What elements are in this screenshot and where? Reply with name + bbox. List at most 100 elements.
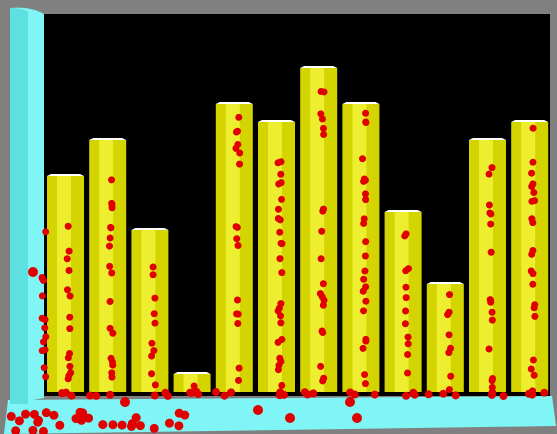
ball <box>28 267 38 277</box>
ball <box>151 391 159 399</box>
ball <box>529 281 536 288</box>
ball <box>529 159 536 166</box>
ball <box>530 125 537 132</box>
ball <box>151 310 158 317</box>
ball <box>405 340 412 347</box>
bar-top <box>216 102 253 104</box>
ball <box>530 189 537 196</box>
bar-top <box>131 228 168 230</box>
ball <box>447 345 454 352</box>
ball <box>148 340 155 347</box>
ball <box>66 325 73 332</box>
ball <box>65 354 72 361</box>
ball <box>531 372 538 379</box>
ball <box>98 420 107 429</box>
ball <box>234 320 241 327</box>
ball <box>319 116 326 123</box>
ball <box>278 196 285 203</box>
ball <box>108 420 117 429</box>
ball <box>318 228 325 235</box>
ball <box>321 297 328 304</box>
ball <box>371 391 379 399</box>
ball <box>320 125 327 132</box>
ball <box>84 414 93 423</box>
ball <box>531 304 538 311</box>
ball <box>528 198 535 205</box>
ball <box>65 223 72 230</box>
ball <box>528 170 535 177</box>
left-wall-shade <box>10 8 28 404</box>
ball <box>161 389 169 397</box>
ball <box>446 331 453 338</box>
ball <box>235 377 242 384</box>
ball <box>489 317 496 324</box>
ball <box>194 390 202 398</box>
ball <box>447 373 454 380</box>
ball <box>39 315 46 322</box>
ball <box>118 421 127 430</box>
ball <box>318 255 325 262</box>
ball <box>275 307 282 314</box>
ball <box>233 129 240 136</box>
ball <box>109 362 116 369</box>
ball <box>106 243 113 250</box>
ball <box>67 292 74 299</box>
ball <box>40 277 47 284</box>
ball <box>212 388 220 396</box>
ball <box>362 283 369 290</box>
ball <box>540 389 548 397</box>
ball <box>150 347 157 354</box>
ball <box>106 391 114 399</box>
bar-top <box>258 120 295 122</box>
ball <box>108 176 115 183</box>
chart <box>0 0 557 434</box>
bar-top <box>300 66 337 68</box>
ball <box>152 381 159 388</box>
ball <box>319 377 326 384</box>
ball <box>120 397 130 407</box>
ball <box>528 365 535 372</box>
ball <box>236 149 243 156</box>
ball <box>488 249 495 256</box>
ball <box>15 416 24 425</box>
ball <box>362 119 369 126</box>
ball <box>174 421 183 430</box>
ball <box>319 327 326 334</box>
ball <box>452 391 460 399</box>
ball <box>108 369 115 376</box>
ball <box>320 131 327 138</box>
ball <box>165 419 174 428</box>
ball <box>278 382 285 389</box>
ball <box>275 215 282 222</box>
bar-highlight <box>395 212 409 392</box>
ball <box>278 269 285 276</box>
ball <box>318 88 325 95</box>
ball <box>487 221 494 228</box>
ball <box>150 263 157 270</box>
ball <box>276 388 284 396</box>
bar-top <box>47 174 84 176</box>
ball <box>66 314 73 321</box>
ball <box>488 391 496 399</box>
ball <box>234 141 241 148</box>
ball <box>41 324 48 331</box>
ball <box>150 271 157 278</box>
ball <box>235 242 242 249</box>
ball <box>21 410 30 419</box>
ball <box>64 286 71 293</box>
ball <box>277 171 284 178</box>
ball <box>150 424 159 433</box>
ball <box>361 176 368 183</box>
bar-top <box>89 138 126 140</box>
ball <box>530 357 537 364</box>
ball <box>345 397 355 407</box>
ball <box>320 280 327 287</box>
ball <box>92 392 100 400</box>
bar-top <box>511 120 548 122</box>
ball <box>402 308 409 315</box>
ball <box>362 298 369 305</box>
ball <box>444 311 451 318</box>
ball <box>486 171 493 178</box>
bar-highlight <box>479 140 493 392</box>
ball <box>486 345 493 352</box>
